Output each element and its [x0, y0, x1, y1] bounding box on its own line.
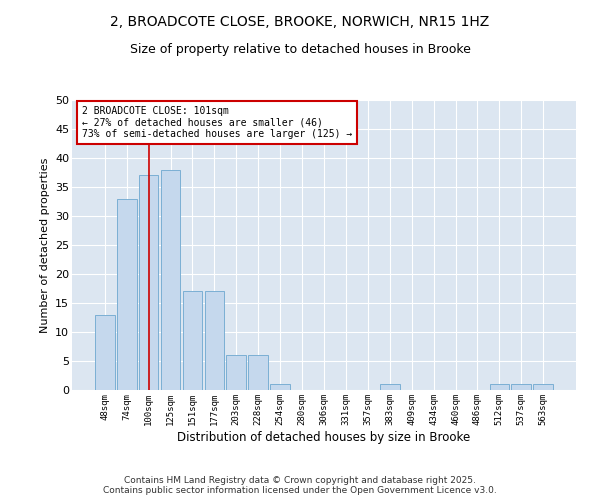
Text: Contains HM Land Registry data © Crown copyright and database right 2025.
Contai: Contains HM Land Registry data © Crown c…: [103, 476, 497, 495]
X-axis label: Distribution of detached houses by size in Brooke: Distribution of detached houses by size …: [178, 430, 470, 444]
Bar: [139, 176, 158, 390]
Bar: [182, 292, 202, 390]
Bar: [117, 198, 137, 390]
Bar: [205, 292, 224, 390]
Bar: [511, 384, 531, 390]
Bar: [270, 384, 290, 390]
Text: Size of property relative to detached houses in Brooke: Size of property relative to detached ho…: [130, 42, 470, 56]
Y-axis label: Number of detached properties: Number of detached properties: [40, 158, 50, 332]
Bar: [533, 384, 553, 390]
Text: 2 BROADCOTE CLOSE: 101sqm
← 27% of detached houses are smaller (46)
73% of semi-: 2 BROADCOTE CLOSE: 101sqm ← 27% of detac…: [82, 106, 352, 139]
Bar: [248, 355, 268, 390]
Bar: [95, 314, 115, 390]
Text: 2, BROADCOTE CLOSE, BROOKE, NORWICH, NR15 1HZ: 2, BROADCOTE CLOSE, BROOKE, NORWICH, NR1…: [110, 15, 490, 29]
Bar: [226, 355, 246, 390]
Bar: [161, 170, 181, 390]
Bar: [490, 384, 509, 390]
Bar: [380, 384, 400, 390]
